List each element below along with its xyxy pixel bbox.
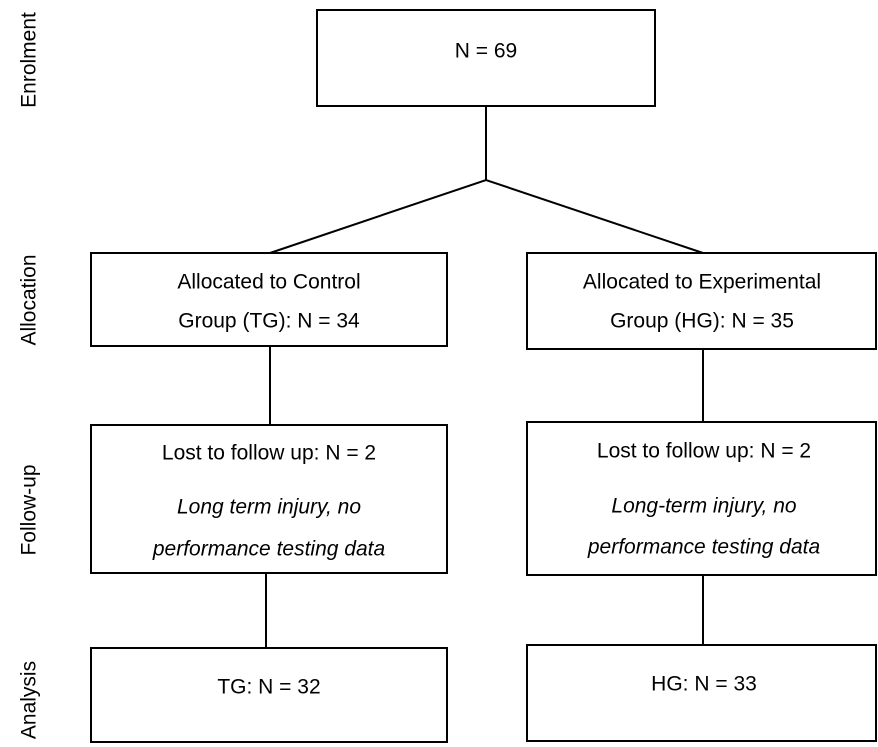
box-text: TG: N = 32 [217,676,320,699]
box-text: Allocated to Control [177,271,360,294]
stage-label: Analysis [18,661,41,739]
box-text: Group (TG): N = 34 [178,310,360,333]
box-text: Allocated to Experimental [583,271,821,294]
box-text: Group (HG): N = 35 [610,310,794,333]
box-note: Long-term injury, no [611,495,797,518]
box-note: Long term injury, no [177,496,361,519]
box [90,424,448,574]
box [526,421,877,576]
box [90,252,448,347]
stage-label: Enrolment [18,12,41,108]
box [526,644,877,742]
box-text: Lost to follow up: N = 2 [597,440,811,463]
box-note: performance testing data [587,536,820,559]
connector [269,178,704,254]
stage-label: Allocation [18,254,41,345]
connectors [265,106,704,648]
box [90,647,448,743]
box-text: N = 69 [455,40,517,63]
box-note: performance testing data [152,538,385,561]
box-text: HG: N = 33 [651,673,757,696]
box [316,9,656,107]
box-text: Lost to follow up: N = 2 [162,442,376,465]
stage-label: Follow-up [18,464,41,555]
box [526,252,877,350]
